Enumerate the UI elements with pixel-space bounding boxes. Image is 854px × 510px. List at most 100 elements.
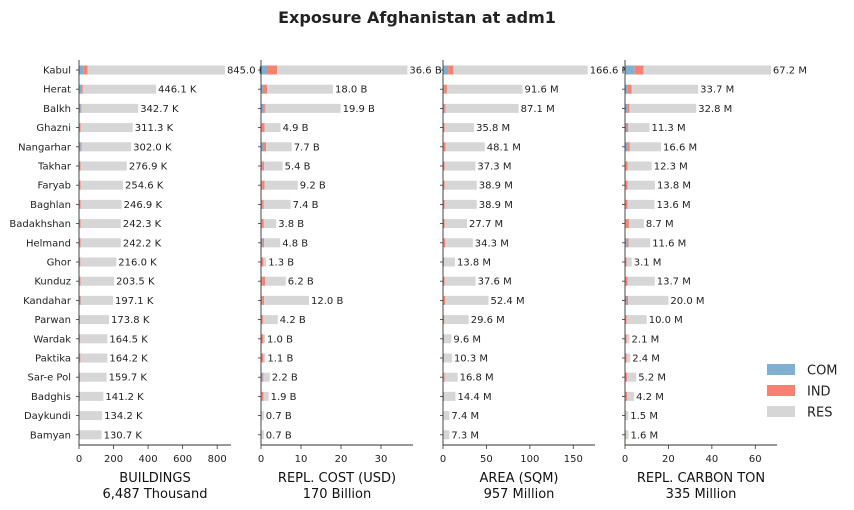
bar-buildings-ghor-res xyxy=(80,257,117,267)
bar-repl-carbon-ton-baghlan-ind xyxy=(625,199,628,209)
bar-buildings-paktika-res xyxy=(80,353,108,363)
x-tick-label-buildings-600: 600 xyxy=(173,454,192,465)
data-label-repl-carbon-ton-wardak: 2.1 M xyxy=(632,334,660,345)
data-label-repl-carbon-ton-faryab: 13.8 M xyxy=(657,181,691,192)
bar-area-sqm-kunduz-ind xyxy=(443,276,445,286)
x-tick-label-area-sqm-100: 100 xyxy=(520,454,539,465)
bar-repl-cost-usd-balkh-res xyxy=(265,103,341,113)
bar-repl-cost-usd-ghazni-ind xyxy=(261,123,265,133)
bar-buildings-wardak-res xyxy=(80,334,108,344)
bar-repl-cost-usd-balkh-ind xyxy=(264,103,266,113)
x-tick-label-repl-carbon-ton-0: 0 xyxy=(622,454,628,465)
x-tick-label-repl-carbon-ton-20: 20 xyxy=(662,454,675,465)
bar-repl-carbon-ton-paktika-ind xyxy=(625,353,627,363)
bar-repl-cost-usd-paktika-ind xyxy=(261,353,264,363)
data-label-area-sqm-sar-e-pol: 16.8 M xyxy=(460,373,494,384)
bar-repl-cost-usd-baghlan-ind xyxy=(262,199,264,209)
bar-area-sqm-helmand-ind xyxy=(443,238,445,248)
bar-area-sqm-herat-res xyxy=(446,84,523,94)
x-tick-label-repl-carbon-ton-60: 60 xyxy=(749,454,762,465)
bar-buildings-kunduz-com xyxy=(79,276,81,286)
data-label-area-sqm-balkh: 87.1 M xyxy=(521,104,555,115)
data-label-repl-cost-usd-takhar: 5.4 B xyxy=(285,162,311,173)
data-label-repl-cost-usd-kunduz: 6.2 B xyxy=(288,277,314,288)
bar-area-sqm-daykundi-res xyxy=(443,411,450,421)
bar-repl-cost-usd-badakhshan-ind xyxy=(261,219,264,229)
bar-buildings-badakhshan-com xyxy=(79,219,81,229)
x-tick-label-repl-cost-usd-0: 0 xyxy=(258,454,264,465)
data-label-repl-carbon-ton-herat: 33.7 M xyxy=(700,85,734,96)
bar-area-sqm-paktika-res xyxy=(444,353,452,363)
x-tick-label-area-sqm-150: 150 xyxy=(564,454,583,465)
data-label-buildings-ghazni: 311.3 K xyxy=(135,123,174,134)
data-label-area-sqm-herat: 91.6 M xyxy=(525,85,559,96)
data-label-buildings-nangarhar: 302.0 K xyxy=(133,142,172,153)
bar-repl-carbon-ton-kunduz-res xyxy=(627,276,655,286)
data-label-buildings-balkh: 342.7 K xyxy=(140,104,179,115)
bar-repl-cost-usd-helmand-res xyxy=(264,238,281,248)
bar-repl-carbon-ton-kabul-com xyxy=(625,65,635,75)
category-label-kandahar: Kandahar xyxy=(23,296,72,307)
data-label-area-sqm-parwan: 29.6 M xyxy=(471,315,505,326)
bar-repl-cost-usd-kabul-res xyxy=(277,65,408,75)
category-label-herat: Herat xyxy=(43,85,71,96)
bar-repl-carbon-ton-badakhshan-res xyxy=(628,219,644,229)
bar-area-sqm-baghlan-res xyxy=(444,199,477,209)
data-label-area-sqm-ghazni: 35.8 M xyxy=(476,123,510,134)
bar-area-sqm-nangarhar-ind xyxy=(443,142,446,152)
bar-area-sqm-badakhshan-ind xyxy=(443,219,445,229)
bar-area-sqm-faryab-res xyxy=(444,180,477,190)
bar-buildings-helmand-ind xyxy=(80,238,81,248)
data-label-repl-cost-usd-badakhshan: 3.8 B xyxy=(278,219,304,230)
bar-repl-carbon-ton-faryab-res xyxy=(627,180,655,190)
category-label-parwan: Parwan xyxy=(35,315,71,326)
category-label-nangarhar: Nangarhar xyxy=(18,142,72,153)
bar-repl-cost-usd-helmand-ind xyxy=(262,238,265,248)
data-label-area-sqm-helmand: 34.3 M xyxy=(475,238,509,249)
bar-repl-carbon-ton-nangarhar-res xyxy=(629,142,662,152)
bar-buildings-badakhshan-ind xyxy=(80,219,81,229)
bar-repl-cost-usd-faryab-com xyxy=(261,180,263,190)
data-label-buildings-badakhshan: 242.3 K xyxy=(123,219,162,230)
category-label-takhar: Takhar xyxy=(37,162,72,173)
data-label-buildings-ghor: 216.0 K xyxy=(118,258,157,269)
bar-repl-carbon-ton-paktika-res xyxy=(626,353,631,363)
bar-repl-carbon-ton-bamyan-ind xyxy=(625,430,626,440)
bar-repl-carbon-ton-helmand-com xyxy=(625,238,627,248)
legend-label-ind: IND xyxy=(807,385,831,400)
data-label-repl-carbon-ton-kabul: 67.2 M xyxy=(773,66,807,77)
bar-repl-carbon-ton-kandahar-res xyxy=(628,295,669,305)
bar-buildings-herat-com xyxy=(79,84,82,94)
bar-repl-cost-usd-kabul-com xyxy=(261,65,267,75)
x-tick-label-repl-cost-usd-30: 30 xyxy=(375,454,388,465)
data-label-buildings-parwan: 173.8 K xyxy=(111,315,150,326)
data-label-buildings-kabul: 845.0 K xyxy=(227,66,266,77)
data-label-repl-cost-usd-helmand: 4.8 B xyxy=(282,238,308,249)
data-label-buildings-herat: 446.1 K xyxy=(158,85,197,96)
bar-repl-cost-usd-kunduz-ind xyxy=(262,276,265,286)
bar-buildings-ghazni-res xyxy=(80,123,133,133)
x-tick-label-area-sqm-0: 0 xyxy=(440,454,446,465)
bar-repl-cost-usd-nangarhar-res xyxy=(266,142,292,152)
bar-buildings-kunduz-ind xyxy=(80,276,81,286)
data-label-buildings-paktika: 164.2 K xyxy=(109,354,148,365)
bar-buildings-kabul-ind xyxy=(83,65,88,75)
category-label-wardak: Wardak xyxy=(33,334,71,345)
data-label-area-sqm-nangarhar: 48.1 M xyxy=(487,142,521,153)
bar-buildings-bamyan-res xyxy=(79,430,102,440)
bar-buildings-kandahar-com xyxy=(79,295,81,305)
data-label-repl-cost-usd-sar-e-pol: 2.2 B xyxy=(272,373,298,384)
bar-buildings-balkh-res xyxy=(81,103,139,113)
bar-area-sqm-bamyan-res xyxy=(443,430,450,440)
bar-repl-cost-usd-sar-e-pol-res xyxy=(263,372,270,382)
bar-area-sqm-balkh-ind xyxy=(444,103,446,113)
bar-repl-carbon-ton-helmand-res xyxy=(628,238,651,248)
data-label-repl-cost-usd-ghor: 1.3 B xyxy=(268,258,294,269)
data-label-repl-carbon-ton-kunduz: 13.7 M xyxy=(657,277,691,288)
bar-repl-cost-usd-ghazni-res xyxy=(264,123,281,133)
data-label-repl-carbon-ton-kandahar: 20.0 M xyxy=(670,296,704,307)
bar-buildings-ghor-com xyxy=(79,257,81,267)
bar-repl-carbon-ton-wardak-res xyxy=(626,334,630,344)
bar-buildings-kandahar-res xyxy=(80,295,114,305)
data-label-repl-cost-usd-baghlan: 7.4 B xyxy=(293,200,319,211)
